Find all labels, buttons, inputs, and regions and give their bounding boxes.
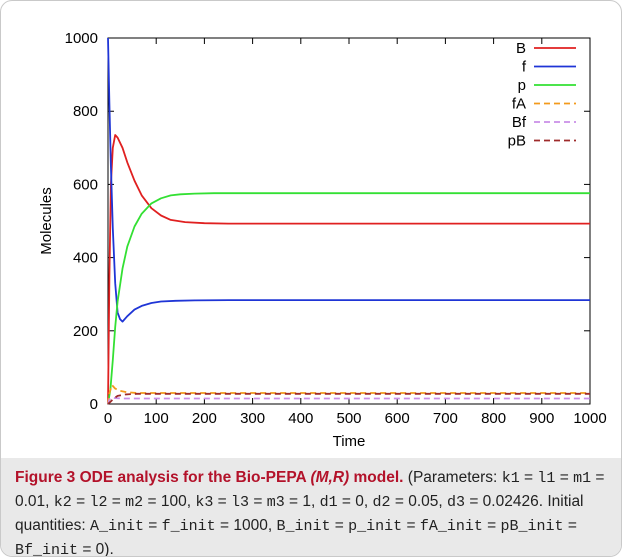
caption-params-intro: (Parameters: (407, 469, 498, 486)
series-line-B (107, 134, 590, 405)
y-tick-label: 400 (73, 250, 98, 267)
legend-label-fA: fA (512, 96, 526, 113)
line-chart: 0 100 200 300 400 500 600 700 800 900 1000 0 200 400 6… (38, 30, 607, 450)
param-value: = 0.01, (15, 469, 605, 510)
param-value: = (519, 469, 538, 486)
x-tick-label: 300 (240, 410, 265, 427)
series-line-p (107, 192, 590, 405)
legend-label-p: p (518, 77, 526, 94)
param-name: m2 (125, 494, 144, 511)
param-value: = (249, 493, 267, 510)
param-value: = (563, 517, 577, 534)
param-name: l2 (89, 494, 108, 511)
y-tick-label: 1000 (65, 30, 98, 47)
param-name: k1 (501, 470, 520, 487)
x-tick-label: 200 (192, 410, 217, 427)
y-tick-label: 800 (73, 103, 98, 120)
param-name: A_init (89, 518, 144, 535)
y-axis-label: Molecules (38, 187, 55, 255)
param-name: d1 (319, 494, 338, 511)
param-name: d3 (447, 494, 466, 511)
x-tick-label: 800 (481, 410, 506, 427)
series-line-pB (107, 392, 590, 405)
param-name: k3 (195, 494, 214, 511)
series-line-Bf (107, 396, 590, 405)
param-value: = (107, 493, 126, 510)
param-name: B_init (276, 518, 331, 535)
chart-area: 0 100 200 300 400 500 600 700 800 900 1000 0 200 400 6… (13, 15, 613, 455)
x-tick-label: 500 (336, 410, 361, 427)
x-tick-label: 1000 (573, 410, 606, 427)
legend-label-pB: pB (508, 133, 526, 150)
y-tick-label: 600 (73, 176, 98, 193)
param-name: Bf_init (15, 542, 79, 557)
caption-parameters: k1 = l1 = m1 = 0.01, k2 = l2 = m2 = 100,… (15, 469, 605, 557)
series-line-f (107, 37, 590, 323)
param-name: d2 (372, 494, 391, 511)
param-name: k2 (53, 494, 72, 511)
param-value: = 100, (143, 493, 196, 510)
param-value: = (143, 517, 162, 534)
param-value: = (71, 493, 90, 510)
param-value: = 0, (337, 493, 373, 510)
param-value: = (402, 517, 420, 534)
param-value: = 0.05, (390, 493, 447, 510)
series-line-fA (107, 384, 590, 405)
x-axis-label: Time (333, 433, 366, 450)
x-tick-label: 100 (144, 410, 169, 427)
legend-label-f: f (522, 59, 527, 76)
param-value: = 1, (284, 493, 320, 510)
x-tick-label: 600 (385, 410, 410, 427)
param-value: = 0.02426. Initial quantities: (15, 493, 584, 534)
param-value: = (213, 493, 231, 510)
caption-title: Figure 3 ODE analysis for the Bio-PEPA (… (15, 469, 404, 486)
param-value: = (555, 469, 574, 486)
y-tick-label: 200 (73, 323, 98, 340)
param-name: l1 (537, 470, 556, 487)
param-value: = 0). (78, 541, 114, 557)
legend-label-B: B (516, 40, 526, 57)
legend-label-Bf: Bf (512, 114, 527, 131)
param-name: fA_init (419, 518, 483, 535)
figure-caption: Figure 3 ODE analysis for the Bio-PEPA (… (1, 458, 621, 556)
param-name: m1 (573, 470, 592, 487)
param-name: pB_init (500, 518, 564, 535)
y-tick-label: 0 (90, 396, 98, 413)
param-name: m3 (266, 494, 285, 511)
x-tick-label: 700 (433, 410, 458, 427)
param-name: f_init (161, 518, 216, 535)
param-value: = (330, 517, 349, 534)
param-value: = (482, 517, 501, 534)
x-tick-label: 400 (288, 410, 313, 427)
param-name: l3 (231, 494, 250, 511)
param-value: = 1000, (215, 517, 277, 534)
x-tick-label: 0 (104, 410, 112, 427)
x-tick-label: 900 (529, 410, 554, 427)
param-name: p_init (348, 518, 403, 535)
